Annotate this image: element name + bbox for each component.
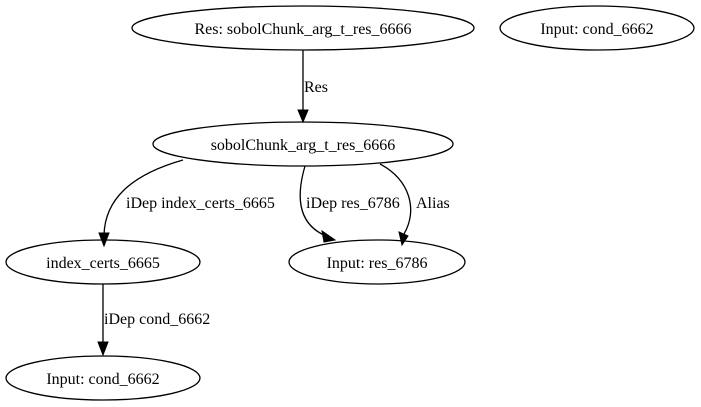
edge-label-alias: Alias — [416, 195, 450, 212]
node-input-res[interactable]: Input: res_6786 — [289, 240, 465, 284]
node-label: Input: cond_6662 — [540, 21, 653, 38]
node-label: Input: res_6786 — [327, 255, 428, 272]
node-sobolchunk[interactable]: sobolChunk_arg_t_res_6666 — [153, 122, 453, 166]
node-label: Input: cond_6662 — [46, 371, 159, 388]
edge-label-idep-index-certs: iDep index_certs_6665 — [126, 195, 275, 212]
node-label: sobolChunk_arg_t_res_6666 — [211, 137, 396, 154]
node-input-cond-top[interactable]: Input: cond_6662 — [500, 6, 694, 50]
node-index-certs[interactable]: index_certs_6665 — [6, 240, 200, 284]
node-label: Res: sobolChunk_arg_t_res_6666 — [194, 21, 411, 38]
edge-label-res: Res — [304, 79, 328, 96]
node-label: index_certs_6665 — [46, 255, 160, 272]
edge-sobol-to-index-certs: iDep index_certs_6665 — [99, 160, 275, 246]
edge-sobol-to-input-res-idep: iDep res_6786 — [300, 166, 400, 242]
node-res-sobolchunk[interactable]: Res: sobolChunk_arg_t_res_6666 — [132, 6, 474, 50]
edge-res-to-sobol: Res — [298, 50, 328, 122]
node-input-cond-bottom[interactable]: Input: cond_6662 — [6, 356, 200, 400]
edge-label-idep-cond: iDep cond_6662 — [104, 311, 210, 328]
edge-label-idep-res: iDep res_6786 — [306, 195, 400, 212]
edge-index-certs-to-cond: iDep cond_6662 — [98, 284, 210, 355]
